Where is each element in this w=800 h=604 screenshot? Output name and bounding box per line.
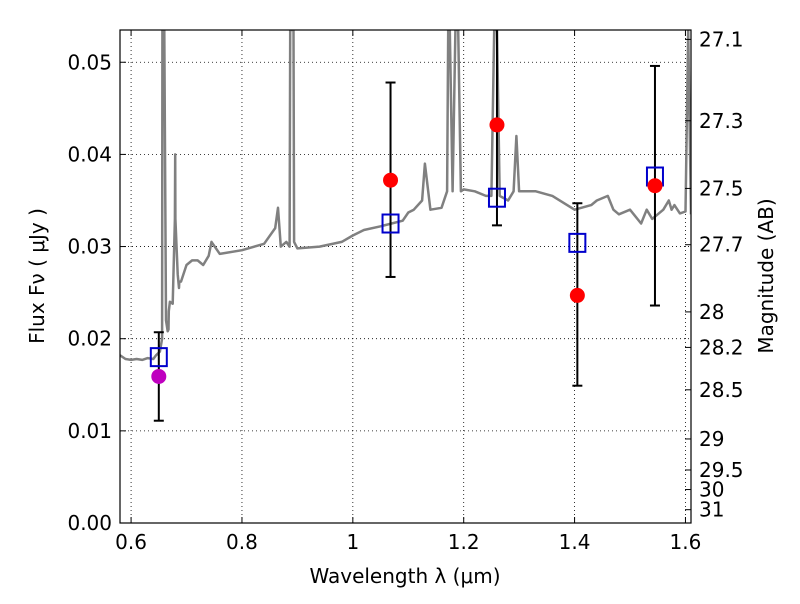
y2-tick-label: 27.1 xyxy=(699,27,744,51)
y-tick-label: 0.03 xyxy=(67,235,112,259)
observed-point xyxy=(151,368,167,384)
y2-axis-title: Magnitude (AB) xyxy=(754,198,778,353)
observed-point xyxy=(647,178,663,194)
model-point xyxy=(487,187,506,208)
y-tick-label: 0.02 xyxy=(67,327,112,351)
y2-tick-label: 28.2 xyxy=(699,335,744,359)
y2-tick-label: 30 xyxy=(699,478,724,502)
y-tick-label: 0.00 xyxy=(67,511,112,535)
spectrum-layer xyxy=(120,30,691,362)
y2-tick-label: 27.7 xyxy=(699,233,744,257)
x-axis-title: Wavelength λ (μm) xyxy=(309,564,500,588)
plot-background xyxy=(120,30,691,523)
observed-point xyxy=(569,287,585,303)
y2-tick-label: 31 xyxy=(699,498,724,522)
plot-frame xyxy=(119,29,692,524)
model-point xyxy=(381,213,400,234)
x-tick-label: 1.2 xyxy=(448,530,480,554)
x-tick-label: 1 xyxy=(346,530,359,554)
observed-point xyxy=(383,172,399,188)
y-tick-label: 0.01 xyxy=(67,419,112,443)
model-point xyxy=(568,232,587,253)
y2-tick-label: 28 xyxy=(699,300,724,324)
y2-tick-label: 27.5 xyxy=(699,176,744,200)
y2-tick-label: 29 xyxy=(699,427,724,451)
y2-tick-label: 28.5 xyxy=(699,378,744,402)
model-point xyxy=(149,347,168,368)
marker-layer xyxy=(149,117,664,384)
y2-tick-label: 29.5 xyxy=(699,458,744,482)
y-tick-label: 0.05 xyxy=(67,50,112,74)
y-axis-title: Flux Fν ( μJy ) xyxy=(25,208,49,344)
x-tick-label: 0.6 xyxy=(115,530,147,554)
y2-tick-label: 27.3 xyxy=(699,109,744,133)
x-tick-label: 1.6 xyxy=(670,530,702,554)
x-tick-label: 1.4 xyxy=(559,530,591,554)
observed-point xyxy=(489,117,505,133)
spectrum-line xyxy=(120,30,691,362)
y-tick-label: 0.04 xyxy=(67,142,112,166)
tick-layer: 0.6 0.8 1 1.2 1.4 1.6 0.00 0.01 0.02 0.03 0.04 0.05… xyxy=(67,27,743,554)
x-tick-label: 0.8 xyxy=(226,530,258,554)
